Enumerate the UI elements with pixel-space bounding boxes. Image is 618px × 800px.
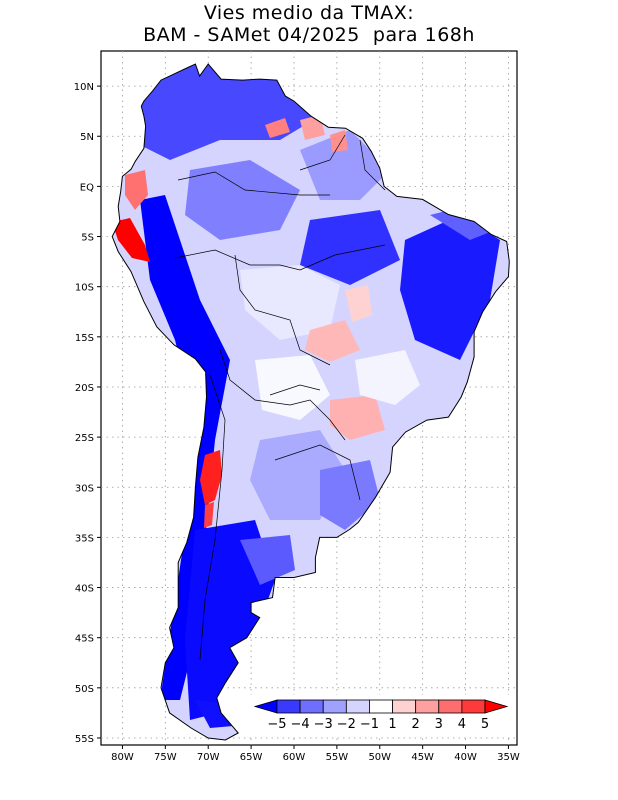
lon-tick-label: 65W xyxy=(240,752,263,763)
colorbar-label: 5 xyxy=(481,717,489,732)
bias-region-warm-southeast xyxy=(330,395,385,440)
colorbar-label: −4 xyxy=(291,717,310,732)
bias-region-guianas xyxy=(300,130,390,200)
colorbar-segment xyxy=(322,699,347,714)
lon-tick-label: 80W xyxy=(111,752,134,763)
colorbar-label: −2 xyxy=(337,717,356,732)
colorbar: −5 −4 −3 −2 −1 1 2 3 4 5 xyxy=(249,695,513,735)
border-venezuela-guyana xyxy=(299,134,346,171)
colorbar-label: 4 xyxy=(458,717,466,732)
border-argentina-north xyxy=(219,349,346,441)
border-paraguay xyxy=(269,384,321,396)
title-line-2: BAM - SAMet 04/2025 para 168h xyxy=(143,24,475,46)
bias-region-warm-center-2 xyxy=(345,285,372,322)
lat-tick-label: 45S xyxy=(75,634,94,645)
lat-tick-label: 35S xyxy=(75,533,94,544)
lat-tick-label: 20S xyxy=(75,383,94,394)
border-bolivia-brazil xyxy=(234,254,331,366)
border-uruguay xyxy=(274,444,361,501)
bias-region-guiana-warm xyxy=(330,130,348,152)
border-chile-argentina xyxy=(199,374,226,661)
lat-tick-label: 30S xyxy=(75,483,94,494)
bias-region-amazon-west xyxy=(185,160,300,240)
lon-tick-labels: 80W 75W 70W 65W 60W 55W 50W 45W 40W 35W xyxy=(111,745,520,763)
bias-region-northeast xyxy=(400,215,500,360)
lon-tick-label: 35W xyxy=(497,752,520,763)
bias-region-peru-coast xyxy=(112,218,150,262)
lat-tick-label: 15S xyxy=(75,333,94,344)
lon-tick-label: 55W xyxy=(326,752,349,763)
colorbar-label: 1 xyxy=(388,717,396,732)
bias-region-patagonia xyxy=(185,520,275,720)
border-suriname xyxy=(359,139,386,191)
lat-tick-label: 55S xyxy=(75,734,94,745)
colorbar-segment xyxy=(299,699,324,714)
bias-region-andes xyxy=(140,195,230,700)
bias-region-chile-central xyxy=(200,450,222,505)
lat-tick-label: 10N xyxy=(74,82,94,93)
country-borders xyxy=(174,134,386,661)
bias-region-ecuador-coast xyxy=(125,170,148,210)
colorbar-label: 3 xyxy=(435,717,443,732)
bias-region-amazon-central xyxy=(300,210,400,285)
colorbar-max-arrow xyxy=(484,699,509,714)
colorbar-label: −5 xyxy=(267,717,286,732)
lat-tick-label: 5S xyxy=(81,233,94,244)
border-colombia-brazil xyxy=(177,171,330,196)
coastline xyxy=(111,63,510,741)
lat-tick-label: 5N xyxy=(80,132,94,143)
colorbar-segment xyxy=(369,699,393,714)
bias-region-venezuela-warm xyxy=(265,118,290,138)
colorbar-segment xyxy=(438,699,463,714)
lat-tick-label: 40S xyxy=(75,584,94,595)
title-line-1: Vies medio da TMAX: xyxy=(203,2,415,24)
map-title: Vies medio da TMAX: BAM - SAMet 04/2025 … xyxy=(0,2,618,46)
lat-tick-label: EQ xyxy=(80,182,94,193)
lon-tick-label: 45W xyxy=(411,752,434,763)
lon-tick-label: 50W xyxy=(368,752,391,763)
colorbar-segment xyxy=(276,699,301,714)
colorbar-segment xyxy=(415,699,440,714)
colorbar-label: 2 xyxy=(412,717,420,732)
lon-tick-label: 75W xyxy=(154,752,177,763)
colorbar-segment xyxy=(392,699,417,714)
lat-tick-label: 10S xyxy=(75,283,94,294)
lon-tick-label: 70W xyxy=(197,752,220,763)
bias-region-chile-south xyxy=(204,502,214,528)
lat-tick-label: 25S xyxy=(75,433,94,444)
lat-tick-labels: 10N 5N EQ 5S 10S 15S 20S 25S 30S 35S 40S 45S 50S 55S xyxy=(74,82,101,745)
bias-region-southeast-light xyxy=(355,350,420,405)
bias-region-warm-center xyxy=(305,320,360,362)
lat-tick-label: 50S xyxy=(75,684,94,695)
colorbar-label: −1 xyxy=(360,717,379,732)
colorbar-segment xyxy=(345,699,370,714)
colorbar-label: −3 xyxy=(314,717,333,732)
lon-tick-label: 40W xyxy=(454,752,477,763)
bias-region-north-patagonia xyxy=(240,535,295,585)
bias-region-central-west xyxy=(240,265,340,340)
colorbar-segment xyxy=(461,699,486,714)
lon-tick-label: 60W xyxy=(283,752,306,763)
border-peru-brazil xyxy=(174,244,386,271)
